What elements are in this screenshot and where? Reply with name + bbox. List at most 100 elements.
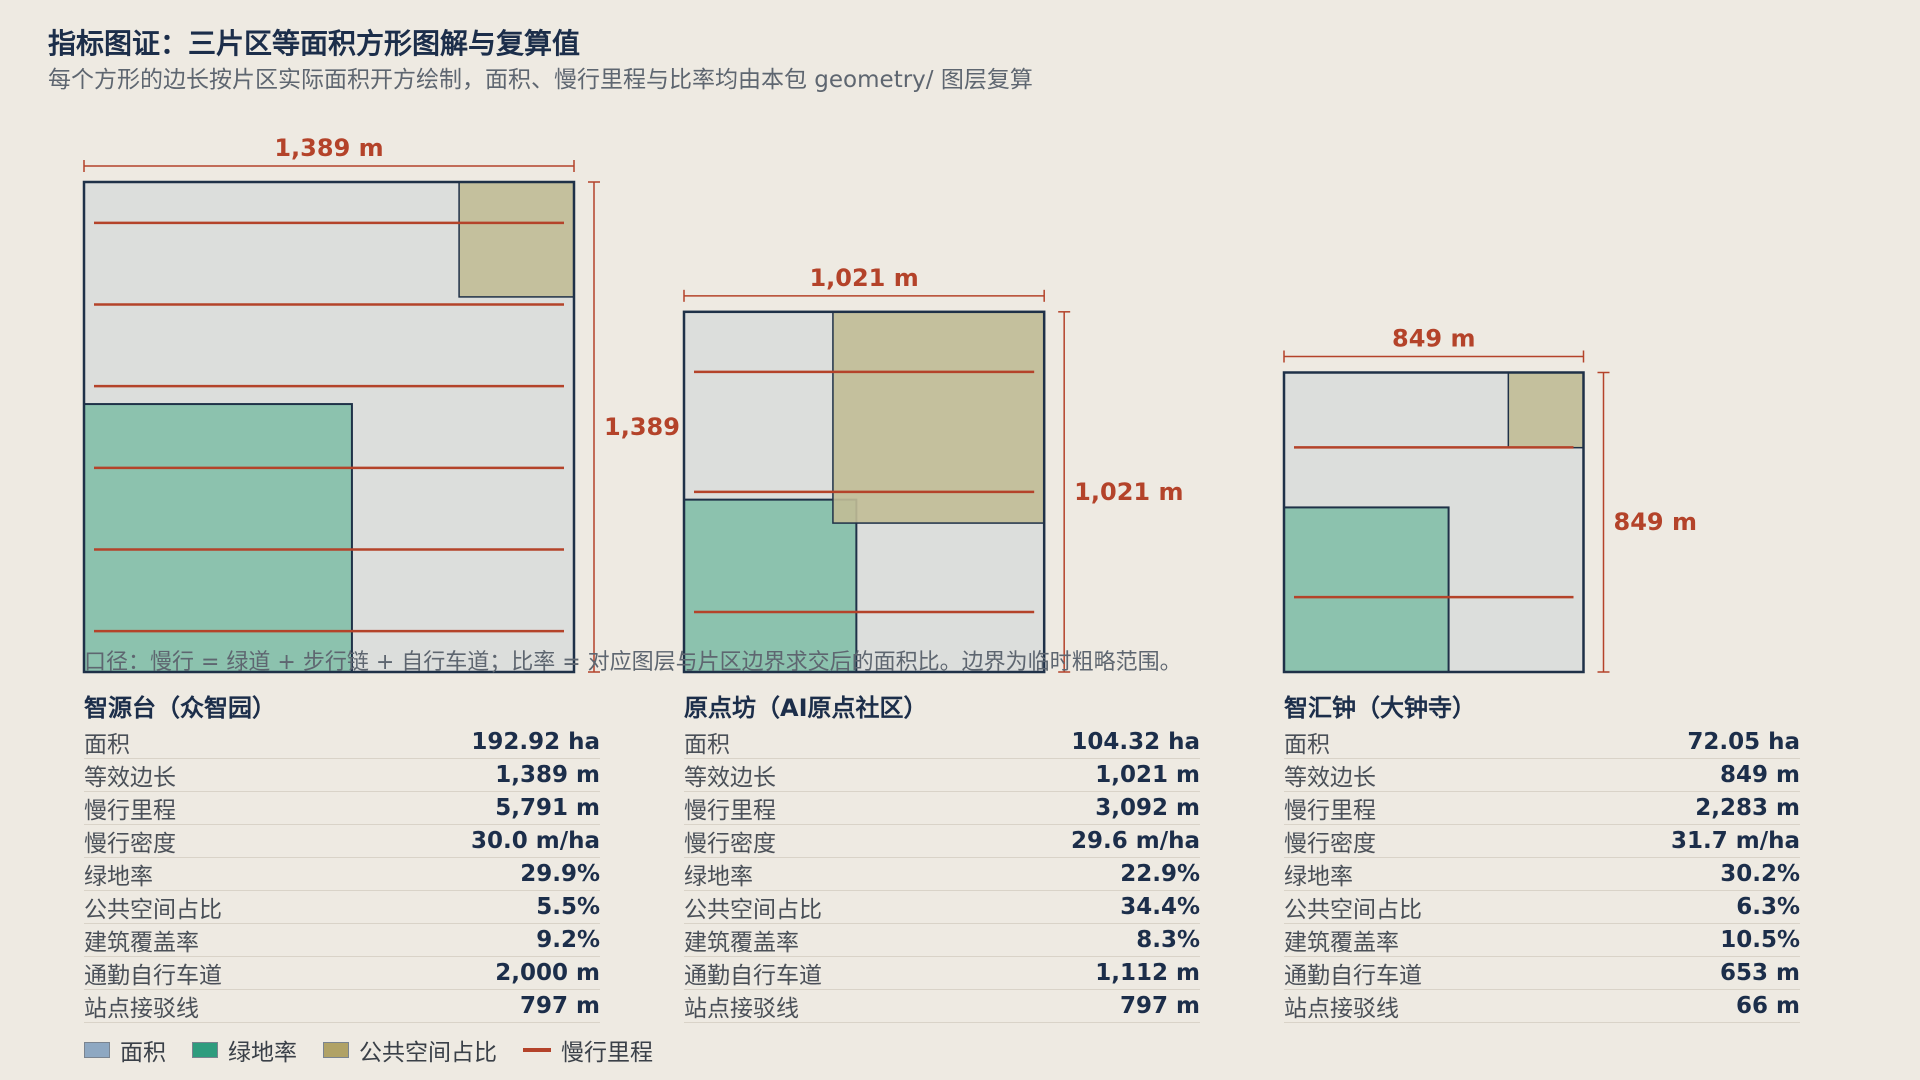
stat-label: 通勤自行车道 bbox=[84, 963, 222, 989]
stat-label: 通勤自行车道 bbox=[1284, 963, 1422, 989]
legend-label: 公共空间占比 bbox=[359, 1040, 497, 1066]
district-stats-zhiyuantai: 智源台（众智园） 面积 192.92 ha 等效边长 1,389 m 慢行里程 5,791… bbox=[84, 690, 600, 1023]
stat-value: 29.6 m/ha bbox=[1070, 828, 1200, 854]
stat-value: 34.4% bbox=[1120, 894, 1200, 920]
stat-label: 通勤自行车道 bbox=[684, 963, 822, 989]
stat-label: 建筑覆盖率 bbox=[684, 930, 799, 956]
district-name: 智汇钟（大钟寺） bbox=[1284, 694, 1476, 722]
stat-row: 慢行里程 3,092 m bbox=[684, 792, 1200, 825]
stat-value: 3,092 m bbox=[1095, 795, 1200, 821]
method-note: 口径：慢行 = 绿道 + 步行链 + 自行车道；比率 = 对应图层与片区边界求交… bbox=[84, 650, 1182, 675]
stat-row: 建筑覆盖率 8.3% bbox=[684, 924, 1200, 957]
legend-label: 绿地率 bbox=[228, 1040, 297, 1066]
district-stats-yuandianfang: 原点坊（AI原点社区） 面积 104.32 ha 等效边长 1,021 m 慢行里程 3,… bbox=[684, 690, 1200, 1023]
stat-label: 公共空间占比 bbox=[1284, 897, 1422, 923]
stat-value: 66 m bbox=[1736, 993, 1800, 1019]
side-dimension-label: 1,021 m bbox=[1074, 478, 1183, 506]
public-space-square bbox=[458, 181, 575, 298]
stat-value: 1,112 m bbox=[1095, 960, 1200, 986]
stat-row: 等效边长 849 m bbox=[1284, 759, 1800, 792]
stat-label: 绿地率 bbox=[1284, 864, 1353, 890]
stat-value: 104.32 ha bbox=[1071, 729, 1200, 755]
stat-row: 绿地率 22.9% bbox=[684, 858, 1200, 891]
stat-label: 慢行里程 bbox=[684, 798, 776, 824]
stat-label: 绿地率 bbox=[684, 864, 753, 890]
stat-row: 站点接驳线 797 m bbox=[684, 990, 1200, 1023]
stat-row: 站点接驳线 797 m bbox=[84, 990, 600, 1023]
stat-row: 慢行密度 29.6 m/ha bbox=[684, 825, 1200, 858]
stat-value: 2,000 m bbox=[495, 960, 600, 986]
stat-row: 公共空间占比 34.4% bbox=[684, 891, 1200, 924]
legend-color-swatch bbox=[192, 1042, 218, 1058]
stat-label: 建筑覆盖率 bbox=[84, 930, 199, 956]
stat-row: 慢行密度 31.7 m/ha bbox=[1284, 825, 1800, 858]
stat-label: 等效边长 bbox=[84, 765, 176, 791]
legend-line-swatch bbox=[523, 1048, 551, 1052]
stat-label: 慢行密度 bbox=[1284, 831, 1376, 857]
stat-value: 797 m bbox=[520, 993, 600, 1019]
stat-row: 通勤自行车道 1,112 m bbox=[684, 957, 1200, 990]
legend-item: 面积 bbox=[84, 1033, 166, 1067]
page-subtitle: 每个方形的边长按片区实际面积开方绘制，面积、慢行里程与比率均由本包 geomet… bbox=[48, 67, 1033, 93]
stat-label: 站点接驳线 bbox=[1284, 996, 1399, 1022]
stat-row: 面积 192.92 ha bbox=[84, 726, 600, 759]
district-name: 原点坊（AI原点社区） bbox=[684, 694, 928, 722]
stat-row: 绿地率 30.2% bbox=[1284, 858, 1800, 891]
stat-value: 797 m bbox=[1120, 993, 1200, 1019]
green-area-square bbox=[83, 403, 353, 673]
square-outline bbox=[82, 180, 576, 674]
stat-value: 192.92 ha bbox=[471, 729, 600, 755]
stat-value: 10.5% bbox=[1720, 927, 1800, 953]
stat-label: 慢行密度 bbox=[684, 831, 776, 857]
stat-value: 9.2% bbox=[536, 927, 600, 953]
stat-row: 站点接驳线 66 m bbox=[1284, 990, 1800, 1023]
green-area-square bbox=[1283, 506, 1450, 674]
stat-value: 30.0 m/ha bbox=[470, 828, 600, 854]
stat-row: 公共空间占比 6.3% bbox=[1284, 891, 1800, 924]
stat-row: 等效边长 1,389 m bbox=[84, 759, 600, 792]
stat-label: 面积 bbox=[684, 732, 730, 758]
legend-label: 慢行里程 bbox=[561, 1040, 653, 1066]
stat-row: 面积 104.32 ha bbox=[684, 726, 1200, 759]
stat-row: 慢行密度 30.0 m/ha bbox=[84, 825, 600, 858]
legend-item: 公共空间占比 bbox=[323, 1033, 497, 1067]
top-dimension-label: 1,389 m bbox=[274, 134, 383, 162]
stat-row: 通勤自行车道 2,000 m bbox=[84, 957, 600, 990]
stat-row: 绿地率 29.9% bbox=[84, 858, 600, 891]
public-space-square bbox=[1507, 371, 1585, 449]
stat-row: 公共空间占比 5.5% bbox=[84, 891, 600, 924]
stat-value: 5,791 m bbox=[495, 795, 600, 821]
legend: 面积 绿地率 公共空间占比 慢行里程 bbox=[84, 1033, 679, 1067]
stat-value: 5.5% bbox=[536, 894, 600, 920]
stat-value: 29.9% bbox=[520, 861, 600, 887]
stat-row: 面积 72.05 ha bbox=[1284, 726, 1800, 759]
stat-value: 2,283 m bbox=[1695, 795, 1800, 821]
legend-label: 面积 bbox=[120, 1040, 166, 1066]
stat-value: 1,389 m bbox=[495, 762, 600, 788]
stat-label: 公共空间占比 bbox=[684, 897, 822, 923]
stat-label: 等效边长 bbox=[1284, 765, 1376, 791]
stat-row: 慢行里程 5,791 m bbox=[84, 792, 600, 825]
stat-value: 72.05 ha bbox=[1687, 729, 1800, 755]
stat-value: 849 m bbox=[1720, 762, 1800, 788]
side-dimension-label: 849 m bbox=[1614, 508, 1697, 536]
legend-color-swatch bbox=[323, 1042, 349, 1058]
stat-label: 等效边长 bbox=[684, 765, 776, 791]
legend-item: 慢行里程 bbox=[523, 1033, 653, 1067]
page-title: 指标图证：三片区等面积方形图解与复算值 bbox=[48, 27, 581, 60]
stat-label: 慢行密度 bbox=[84, 831, 176, 857]
stat-label: 面积 bbox=[1284, 732, 1330, 758]
stat-label: 绿地率 bbox=[84, 864, 153, 890]
legend-color-swatch bbox=[84, 1042, 110, 1058]
stat-label: 公共空间占比 bbox=[84, 897, 222, 923]
stat-value: 31.7 m/ha bbox=[1670, 828, 1800, 854]
stat-value: 8.3% bbox=[1136, 927, 1200, 953]
stat-value: 30.2% bbox=[1720, 861, 1800, 887]
district-name: 智源台（众智园） bbox=[84, 694, 276, 722]
stat-row: 等效边长 1,021 m bbox=[684, 759, 1200, 792]
stat-row: 建筑覆盖率 10.5% bbox=[1284, 924, 1800, 957]
square-outline bbox=[682, 310, 1046, 674]
stat-row: 通勤自行车道 653 m bbox=[1284, 957, 1800, 990]
